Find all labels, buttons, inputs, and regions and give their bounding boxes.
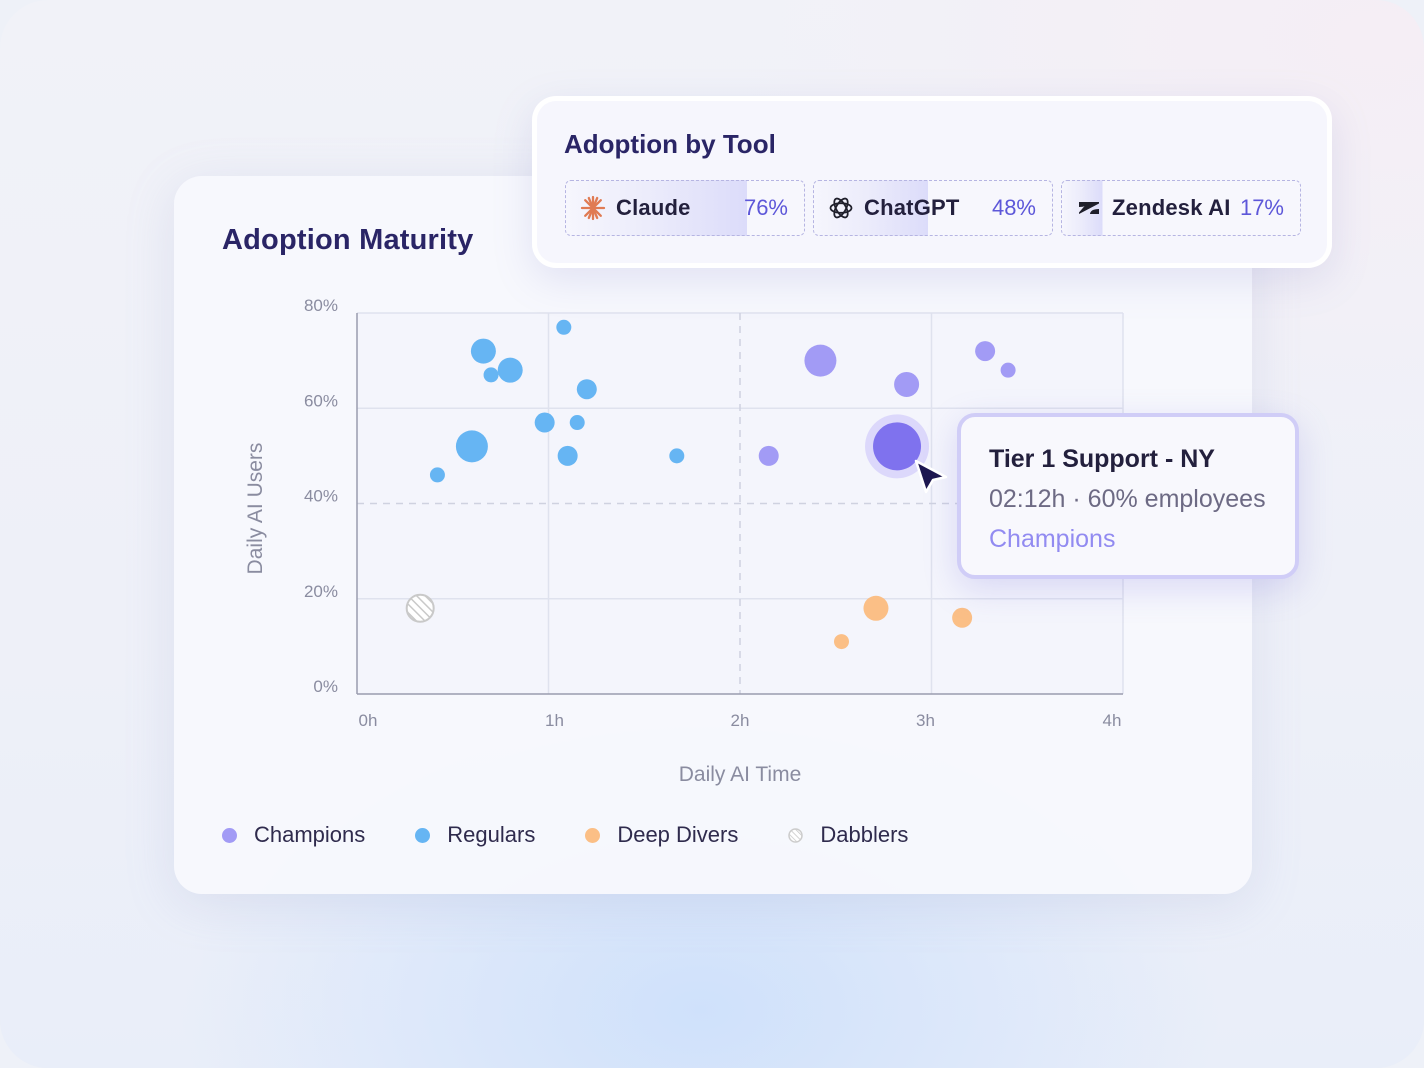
data-point-regulars[interactable]	[429, 467, 445, 483]
claude-asterisk-icon	[580, 195, 606, 221]
tool-card-title: Adoption by Tool	[564, 129, 776, 159]
zendesk-z-icon	[1076, 195, 1102, 221]
legend-item-deep-divers[interactable]: Deep Divers	[585, 822, 738, 848]
data-point-deep-divers[interactable]	[952, 607, 973, 628]
x-tick-label: 1h	[545, 711, 564, 730]
y-tick-label: 40%	[304, 487, 338, 506]
tool-name-zendesk-ai: Zendesk AI	[1112, 195, 1231, 220]
legend-label-dabblers: Dabblers	[820, 822, 909, 847]
data-point-champions-selected[interactable]	[873, 422, 922, 471]
tool-percent-zendesk-ai: 17%	[1239, 195, 1284, 220]
data-point-dabblers[interactable]	[405, 593, 435, 623]
data-point-regulars[interactable]	[557, 445, 578, 466]
tooltip-group: Champions	[989, 525, 1116, 553]
y-tick-label: 0%	[313, 677, 338, 696]
tool-chip-claude[interactable]: Claude 76%	[565, 180, 805, 236]
adoption-by-tool-card: Adoption by Tool Claude 76%	[532, 96, 1332, 268]
legend-item-champions[interactable]: Champions	[222, 822, 365, 848]
data-point-champions[interactable]	[758, 445, 779, 466]
x-tick-label: 3h	[916, 711, 935, 730]
data-point-regulars[interactable]	[497, 357, 523, 383]
legend-marker-champions	[222, 827, 237, 843]
legend-label-regulars: Regulars	[447, 822, 536, 847]
data-point-deep-divers[interactable]	[833, 634, 849, 650]
data-point-regulars[interactable]	[534, 412, 555, 433]
tooltip-title: Tier 1 Support - NY	[989, 445, 1215, 473]
tool-percent-claude: 76%	[743, 195, 788, 220]
data-point-regulars[interactable]	[569, 415, 585, 431]
chart-legend: Champions Regulars Deep Divers Dabblers	[222, 822, 958, 848]
data-point-regulars[interactable]	[483, 367, 499, 383]
legend-marker-regulars	[415, 827, 431, 843]
mouse-cursor-icon	[914, 459, 948, 494]
tooltip-subtitle: 02:12h · 60% employees	[989, 485, 1266, 513]
data-point-champions[interactable]	[894, 371, 920, 397]
y-tick-label: 20%	[304, 582, 338, 601]
legend-label-deep-divers: Deep Divers	[617, 822, 739, 847]
data-point-regulars[interactable]	[470, 338, 496, 364]
data-point-champions[interactable]	[975, 341, 996, 362]
y-tick-label: 60%	[304, 391, 338, 410]
legend-item-dabblers[interactable]: Dabblers	[788, 822, 908, 848]
data-point-champions[interactable]	[1000, 362, 1016, 378]
openai-knot-icon	[828, 195, 854, 221]
legend-marker-dabblers	[788, 827, 804, 843]
point-tooltip: Tier 1 Support - NY 02:12h · 60% employe…	[957, 413, 1299, 579]
y-tick-label: 80%	[304, 296, 338, 315]
data-point-deep-divers[interactable]	[863, 595, 889, 621]
data-point-regulars[interactable]	[556, 319, 572, 335]
data-point-champions[interactable]	[804, 344, 837, 377]
tool-chip-chatgpt[interactable]: ChatGPT 48%	[813, 180, 1053, 236]
tool-name-chatgpt: ChatGPT	[864, 195, 960, 220]
tool-chip-zendesk-ai[interactable]: Zendesk AI 17%	[1061, 180, 1301, 236]
data-point-regulars[interactable]	[576, 379, 597, 400]
legend-item-regulars[interactable]: Regulars	[415, 822, 535, 848]
legend-label-champions: Champions	[254, 822, 366, 847]
x-tick-label: 4h	[1103, 711, 1122, 730]
tool-percent-chatgpt: 48%	[991, 195, 1036, 220]
x-tick-label: 0h	[359, 711, 378, 730]
data-point-regulars[interactable]	[669, 448, 685, 464]
card-title: Adoption Maturity	[222, 224, 474, 256]
y-axis-title: Daily AI Users	[244, 443, 267, 575]
tool-name-claude: Claude	[616, 195, 691, 220]
data-point-regulars[interactable]	[455, 430, 488, 463]
legend-marker-deep-divers	[585, 827, 601, 843]
x-axis-title: Daily AI Time	[679, 763, 802, 786]
x-tick-label: 2h	[731, 711, 750, 730]
